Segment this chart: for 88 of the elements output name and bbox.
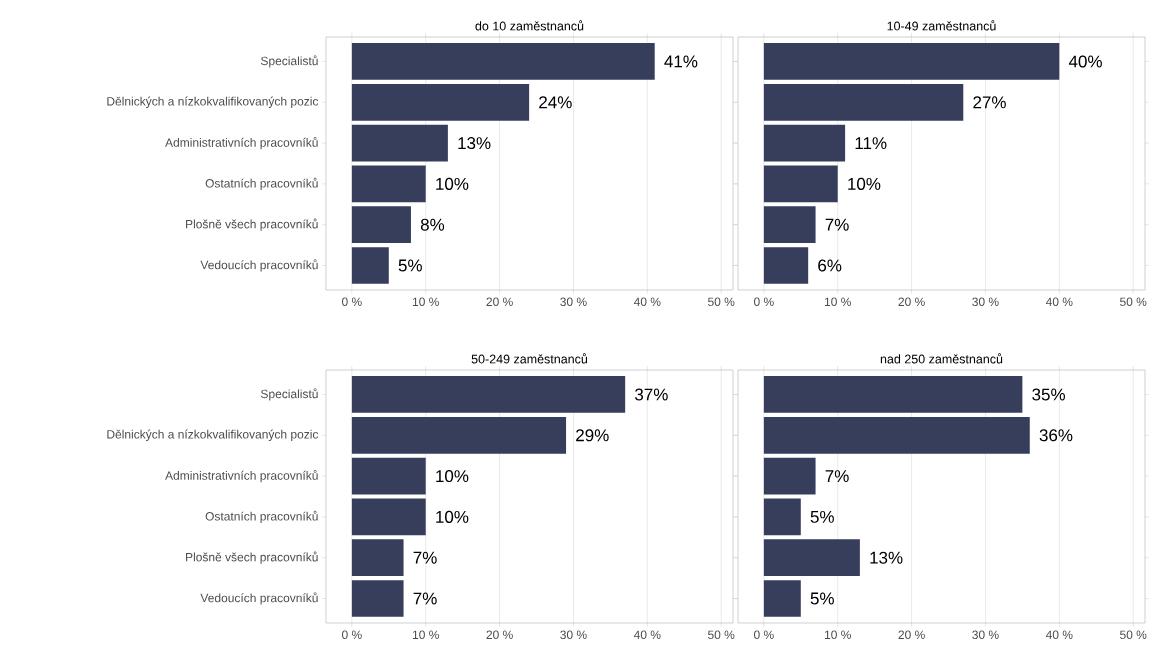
x-tick-label: 0 %	[753, 297, 774, 306]
chart-title: 10-49 zaměstnanců	[887, 20, 996, 31]
data-label: 40%	[1068, 55, 1102, 68]
y-tick-label: Vedoucích pracovníků	[200, 259, 318, 272]
data-label: 10%	[436, 510, 469, 523]
data-label: 5%	[810, 510, 834, 523]
x-tick-label: 40 %	[633, 630, 661, 639]
x-tick-label: 40 %	[633, 297, 661, 306]
x-tick-label: 0 %	[341, 297, 362, 306]
x-tick-label: 50 %	[708, 297, 735, 306]
bar	[351, 83, 530, 121]
y-tick-label: Vedoucích pracovníků	[200, 592, 318, 605]
chart-title: do 10 zaměstnanců	[475, 20, 584, 31]
x-tick-label: 0 %	[341, 630, 362, 639]
data-label: 8%	[420, 218, 445, 231]
x-tick-label: 10 %	[412, 297, 439, 306]
bar	[763, 165, 838, 203]
chart-title: nad 250 zaměstnanců	[880, 353, 1003, 364]
bar	[351, 247, 389, 284]
data-label: 7%	[825, 470, 849, 483]
bar	[351, 124, 448, 162]
data-label: 7%	[413, 592, 437, 605]
chart-title: 50-249 zaměstnanců	[471, 353, 588, 364]
data-label: 41%	[664, 55, 698, 68]
bar	[763, 124, 846, 162]
bar	[351, 206, 411, 244]
x-tick-label: 40 %	[1045, 297, 1073, 306]
x-tick-label: 10 %	[412, 630, 439, 639]
data-label: 6%	[818, 259, 842, 272]
bar	[763, 416, 1030, 454]
data-label: 10%	[436, 177, 469, 190]
data-label: 5%	[810, 592, 834, 605]
y-tick-label: Specialistů	[260, 55, 318, 68]
bar	[763, 457, 816, 495]
data-label: 29%	[576, 429, 609, 442]
bar	[351, 498, 426, 536]
x-tick-label: 20 %	[898, 297, 925, 306]
y-tick-label: Administrativních pracovníků	[165, 470, 318, 483]
bar	[351, 376, 626, 413]
bar	[351, 165, 426, 203]
bar	[763, 539, 860, 577]
x-tick-label: 50 %	[1120, 630, 1147, 639]
bar	[763, 206, 816, 244]
y-tick-label: Dělnických a nízkokvalifikovaných pozic	[107, 429, 319, 441]
x-tick-label: 40 %	[1045, 630, 1073, 639]
data-label: 7%	[413, 551, 437, 564]
x-tick-label: 50 %	[1120, 297, 1147, 306]
data-label: 35%	[1032, 388, 1065, 401]
x-tick-label: 30 %	[560, 630, 587, 639]
data-label: 5%	[398, 259, 422, 272]
y-tick-label: Ostatních pracovníků	[205, 510, 318, 523]
x-tick-label: 30 %	[972, 630, 999, 639]
x-tick-label: 30 %	[972, 297, 999, 306]
bar	[763, 83, 964, 121]
y-tick-label: Plošně všech pracovníků	[186, 551, 318, 564]
data-label: 13%	[458, 137, 491, 150]
bar	[351, 43, 655, 80]
x-tick-label: 10 %	[824, 630, 851, 639]
y-tick-label: Ostatních pracovníků	[205, 177, 318, 190]
data-label: 11%	[855, 137, 887, 150]
x-tick-label: 30 %	[560, 297, 587, 306]
data-label: 13%	[870, 551, 903, 564]
bar	[763, 376, 1023, 413]
y-tick-label: Dělnických a nízkokvalifikovaných pozic	[107, 96, 319, 108]
data-label: 7%	[825, 218, 849, 231]
x-tick-label: 20 %	[486, 297, 513, 306]
x-tick-label: 10 %	[824, 297, 851, 306]
y-tick-label: Administrativních pracovníků	[165, 137, 318, 150]
bar	[351, 580, 404, 617]
bar	[351, 416, 567, 454]
bar	[351, 539, 404, 577]
bar	[763, 580, 801, 617]
data-label: 27%	[973, 96, 1006, 109]
x-tick-label: 20 %	[486, 630, 513, 639]
data-label: 10%	[436, 470, 469, 483]
bar	[763, 247, 809, 284]
data-label: 10%	[848, 177, 881, 190]
y-tick-label: Specialistů	[260, 388, 318, 401]
data-label: 37%	[635, 388, 668, 401]
y-tick-label: Plošně všech pracovníků	[186, 218, 318, 231]
x-tick-label: 20 %	[898, 630, 925, 639]
x-tick-label: 50 %	[708, 630, 735, 639]
bar	[763, 498, 801, 536]
x-tick-label: 0 %	[753, 630, 774, 639]
data-label: 36%	[1039, 429, 1073, 442]
bar	[763, 43, 1060, 80]
data-label: 24%	[539, 96, 572, 109]
bar	[351, 457, 426, 495]
